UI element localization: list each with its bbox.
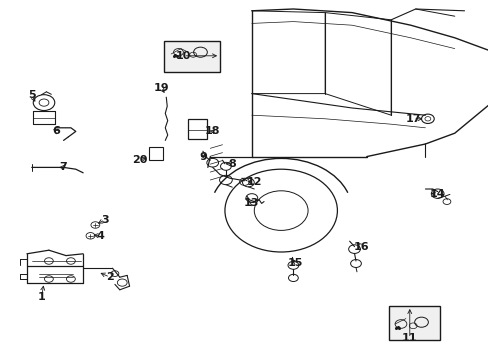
Text: 7: 7 [60, 162, 67, 172]
Text: 1: 1 [38, 292, 45, 302]
Bar [188, 119, 206, 139]
Text: 13: 13 [244, 198, 259, 208]
Text: 18: 18 [204, 126, 220, 136]
Text: 19: 19 [153, 83, 169, 93]
Text: 20: 20 [131, 155, 147, 165]
Text: 3: 3 [101, 215, 109, 225]
Text: 10: 10 [175, 51, 191, 61]
Bar [388, 306, 439, 340]
Bar [149, 147, 163, 160]
Text: 5: 5 [28, 90, 36, 100]
Bar [163, 41, 220, 72]
Text: 17: 17 [405, 114, 420, 124]
Text: 2: 2 [106, 272, 114, 282]
Text: 9: 9 [199, 152, 206, 162]
Text: 14: 14 [429, 189, 445, 199]
Text: 6: 6 [52, 126, 60, 136]
Text: 15: 15 [287, 258, 303, 268]
Text: 11: 11 [401, 333, 417, 343]
Text: 12: 12 [246, 177, 262, 187]
Text: 4: 4 [96, 231, 104, 241]
Text: 16: 16 [353, 242, 369, 252]
Text: 8: 8 [228, 159, 236, 169]
